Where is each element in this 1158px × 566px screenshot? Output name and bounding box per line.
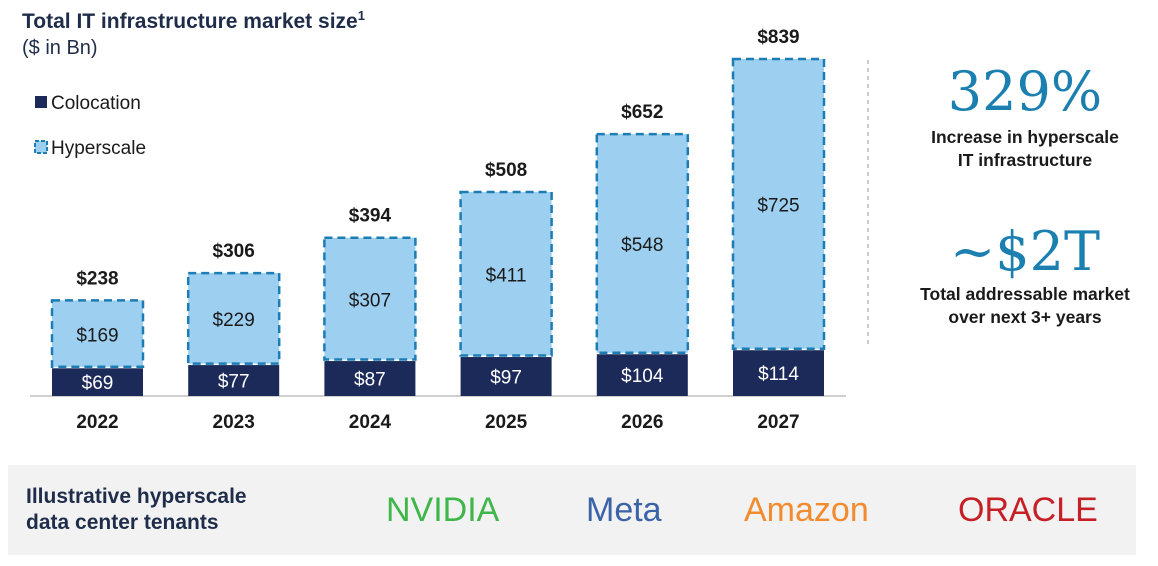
x-tick-2022: 2022 (76, 412, 118, 433)
hyperscale-bar-2025 (459, 190, 553, 357)
x-tick-2023: 2023 (213, 412, 255, 433)
tenant-meta: Meta (586, 491, 662, 529)
colocation-bar-2024 (324, 361, 416, 396)
chart-title: Total IT infrastructure market size1 (22, 8, 365, 33)
hyperscale-label-2026: $548 (621, 235, 663, 256)
colocation-bar-2022 (52, 368, 143, 396)
hyperscale-bar-2026 (595, 132, 690, 354)
tam-label: Total addressable market over next 3+ yea… (920, 284, 1130, 327)
colocation-bar-2023 (188, 365, 280, 396)
hyperscale-label-2024: $307 (349, 290, 391, 311)
tenant-panel (8, 465, 1136, 555)
colocation-label-2022: $69 (82, 373, 114, 394)
chart-unit: ($ in Bn) (22, 37, 98, 59)
total-label-2027: $839 (757, 27, 799, 48)
colocation-bar-2027 (733, 350, 824, 396)
colocation-label-2027: $114 (758, 364, 799, 385)
hyperscale-bar-2024 (323, 236, 417, 361)
total-label-2026: $652 (621, 102, 663, 123)
total-label-2023: $306 (213, 241, 255, 262)
tenant-amazon: Amazon (744, 491, 869, 529)
x-tick-2024: 2024 (349, 412, 392, 433)
hyperscale-bar-2023 (186, 271, 281, 365)
total-label-2022: $238 (76, 268, 118, 289)
tenant-nvidia: NVIDIA (386, 491, 500, 529)
colocation-label-2024: $87 (354, 370, 386, 391)
hyperscale-label-2022: $169 (76, 325, 118, 346)
hyperscale-increase-value: 329% (947, 60, 1103, 123)
colocation-label-2026: $104 (621, 366, 664, 387)
colocation-label-2025: $97 (490, 368, 522, 389)
x-tick-2025: 2025 (485, 412, 528, 433)
total-label-2025: $508 (485, 160, 527, 181)
hyperscale-increase-label: Increase in hyperscale IT infrastructure (931, 127, 1119, 170)
tenant-heading: Illustrative hyperscale data center tenan… (26, 485, 247, 534)
legend-label-hyperscale: Hyperscale (51, 138, 146, 159)
colocation-bar-2025 (460, 357, 552, 396)
total-label-2024: $394 (349, 206, 392, 227)
tam-value: ~$2T (950, 220, 1100, 283)
tenant-oracle: ORACLE (958, 491, 1098, 529)
legend-label-colocation: Colocation (51, 93, 141, 114)
colocation-bar-2026 (596, 354, 688, 396)
x-tick-2026: 2026 (621, 412, 663, 433)
legend-swatch-hyperscale (34, 140, 48, 154)
x-tick-2027: 2027 (757, 412, 799, 433)
hyperscale-label-2025: $411 (486, 265, 527, 286)
hyperscale-label-2027: $725 (757, 196, 799, 217)
hyperscale-label-2023: $229 (213, 310, 255, 331)
colocation-label-2023: $77 (218, 372, 250, 393)
hyperscale-bar-2027 (731, 57, 826, 350)
legend-swatch-colocation (35, 96, 47, 108)
hyperscale-bar-2022 (50, 299, 145, 369)
